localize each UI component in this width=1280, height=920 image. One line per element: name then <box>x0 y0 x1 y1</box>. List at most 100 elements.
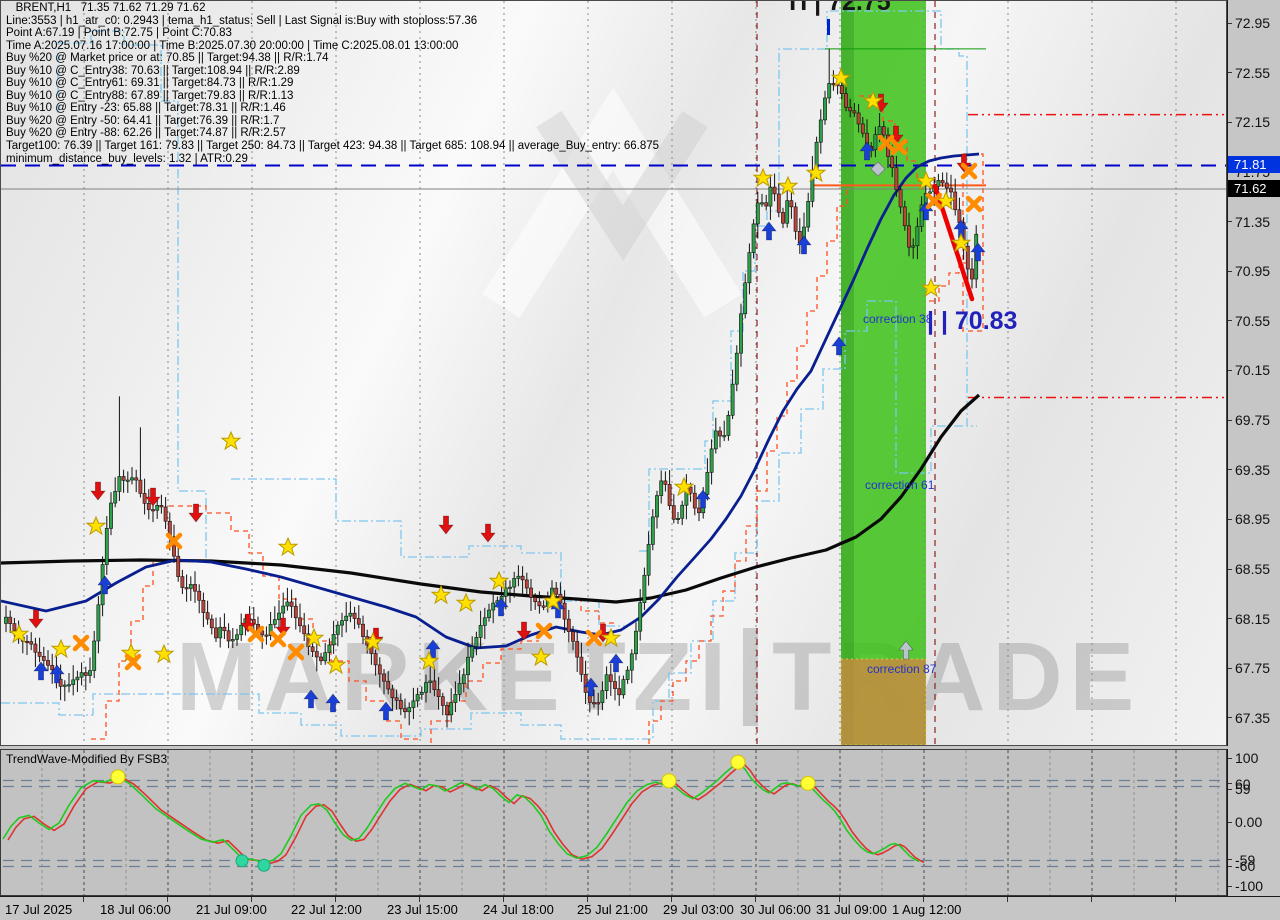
price-tick-icon <box>1228 22 1232 24</box>
current-price-badge: 71.81 <box>1228 155 1280 173</box>
correction-38-label: correction 38 <box>863 312 933 326</box>
indicator-tick-icon <box>1228 885 1232 887</box>
price-tick-label: 72.15 <box>1235 114 1271 131</box>
time-tick-label: 22 Jul 12:00 <box>291 902 362 917</box>
indicator-tick-icon <box>1228 783 1232 785</box>
time-tick-label: 18 Jul 06:00 <box>100 902 171 917</box>
ea-info-line: Buy %10 @ C_Entry88: 67.89 || Target:79.… <box>6 89 294 102</box>
time-tick-icon <box>1007 897 1008 902</box>
time-tick-label: 17 Jul 2025 <box>5 902 73 917</box>
price-tick-icon <box>1228 270 1232 272</box>
price-tick-label: 70.95 <box>1235 263 1271 280</box>
price-tick-label: 67.75 <box>1235 660 1271 677</box>
price-tick-label: 67.35 <box>1235 709 1271 726</box>
indicator-tick-label: 0.00 <box>1235 814 1263 830</box>
time-tick-icon <box>419 897 420 902</box>
price-tick-icon <box>1228 568 1232 570</box>
price-tick-icon <box>1228 369 1232 371</box>
price-axis[interactable]: 72.9572.5572.1571.7571.3570.9570.5570.15… <box>1227 0 1280 896</box>
time-axis[interactable]: 17 Jul 2025 18 Jul 06:00 21 Jul 09:00 22 Ju… <box>0 896 1280 920</box>
price-tick-icon <box>1228 419 1232 421</box>
indicator-tick-icon <box>1228 788 1232 790</box>
ea-info-line: Point A:67.19 | Point B:72.75 | Point C:… <box>6 27 232 40</box>
ea-info-line: Buy %10 @ Entry -23: 65.88 || Target:78.… <box>6 102 286 115</box>
time-tick-label: 24 Jul 18:00 <box>483 902 554 917</box>
price-tick-icon <box>1228 221 1232 223</box>
indicator-canvas[interactable] <box>1 750 1226 895</box>
price-tick-icon <box>1228 72 1232 74</box>
point-b-tick-icon <box>827 19 830 35</box>
indicator-tick-label: 60 <box>1235 775 1251 792</box>
time-tick-icon <box>335 897 336 902</box>
ea-info-line: Buy %10 @ C_Entry38: 70.63 || Target:108… <box>6 64 300 77</box>
watermark-right: TRADE <box>772 622 1142 731</box>
price-tick-label: 72.55 <box>1235 64 1271 81</box>
correction-61-label: correction 61 <box>865 478 935 492</box>
time-tick-icon <box>83 897 84 902</box>
price-tick-label: 71.35 <box>1235 213 1271 230</box>
price-tick-icon <box>1228 717 1232 719</box>
indicator-tick-label: -60 <box>1235 858 1256 875</box>
indicator-tick-icon <box>1228 865 1232 867</box>
watermark-bar-icon <box>743 628 759 726</box>
price-tick-icon <box>1228 518 1232 520</box>
price-tick-label: 68.15 <box>1235 610 1271 627</box>
time-tick-icon <box>839 897 840 902</box>
time-tick-icon <box>755 897 756 902</box>
time-tick-label: 31 Jul 09:00 <box>816 902 887 917</box>
price-tick-icon <box>1228 667 1232 669</box>
ea-info-line: BRENT,H1 71.35 71.62 71.29 71.62 <box>6 2 206 14</box>
time-tick-icon <box>503 897 504 902</box>
time-tick-icon <box>1175 897 1176 902</box>
indicator-tick-label: -59 <box>1235 851 1256 868</box>
price-tick-icon <box>1228 618 1232 620</box>
price-tick-icon <box>1228 121 1232 123</box>
main-chart-area[interactable]: MARKETZI TRADE BRENT,H1 71.35 71.62 71.2… <box>0 0 1227 746</box>
time-tick-label: 1 Aug 12:00 <box>892 902 962 917</box>
ea-info-line: Line:3553 | h1_atr_c0: 0.2943 | tema_h1_… <box>6 14 478 27</box>
time-tick-icon <box>167 897 168 902</box>
ea-info-line: Buy %20 @ Entry -50: 64.41 || Target:76.… <box>6 114 280 127</box>
indicator-title: TrendWave-Modified By FSB3 <box>6 752 168 766</box>
price-tick-icon <box>1228 320 1232 322</box>
time-tick-label: 29 Jul 03:00 <box>663 902 734 917</box>
point-b-price-label: TI | 72.75 <box>785 0 891 16</box>
price-tick-label: 69.35 <box>1235 461 1271 478</box>
ea-info-line: Buy %20 @ Market price or at: 70.85 || T… <box>6 52 329 65</box>
correction-87-label: correction 87 <box>867 662 937 676</box>
time-tick-label: 25 Jul 21:00 <box>577 902 648 917</box>
indicator-tick-label: -100 <box>1235 878 1264 894</box>
price-tick-label: 68.55 <box>1235 561 1271 578</box>
ea-info-block: BRENT,H1 71.35 71.62 71.29 71.62 Line:355… <box>6 2 659 165</box>
price-tick-label: 72.95 <box>1235 15 1271 31</box>
indicator-panel[interactable]: TrendWave-Modified By FSB3 <box>0 749 1227 896</box>
time-tick-label: 30 Jul 06:00 <box>740 902 811 917</box>
current-price-badge: 71.62 <box>1228 179 1280 197</box>
time-tick-icon <box>1091 897 1092 902</box>
time-tick-label: 21 Jul 09:00 <box>196 902 267 917</box>
point-c-price-label: | | 70.83 <box>927 307 1018 335</box>
price-tick-label: 69.75 <box>1235 412 1271 429</box>
time-tick-icon <box>923 897 924 902</box>
time-tick-label: 23 Jul 15:00 <box>387 902 458 917</box>
price-chart-canvas[interactable] <box>1 1 1227 746</box>
price-tick-label: 68.95 <box>1235 511 1271 528</box>
ea-info-line: Target100: 76.39 || Target 161: 79.83 ||… <box>6 140 660 153</box>
time-tick-icon <box>671 897 672 902</box>
ea-info-line: minimum_distance_buy_levels: 1.32 | ATR:… <box>6 152 248 165</box>
indicator-tick-label: 59 <box>1235 781 1251 798</box>
panel-separator[interactable] <box>0 746 1280 749</box>
indicator-tick-icon <box>1228 821 1232 823</box>
ea-info-line: Buy %10 @ C_Entry61: 69.31 || Target:84.… <box>6 77 294 90</box>
indicator-tick-icon <box>1228 757 1232 759</box>
time-tick-icon <box>251 897 252 902</box>
ea-info-line: Buy %20 @ Entry -88: 62.26 || Target:74.… <box>6 127 286 140</box>
indicator-tick-label: 100 <box>1235 750 1259 766</box>
indicator-tick-icon <box>1228 859 1232 861</box>
price-tick-label: 70.15 <box>1235 362 1271 379</box>
price-tick-label: 70.55 <box>1235 312 1271 329</box>
price-tick-icon <box>1228 469 1232 471</box>
ea-info-line: Time A:2025.07.16 17:00:00 | Time B:2025… <box>6 39 459 52</box>
time-tick-icon <box>587 897 588 902</box>
